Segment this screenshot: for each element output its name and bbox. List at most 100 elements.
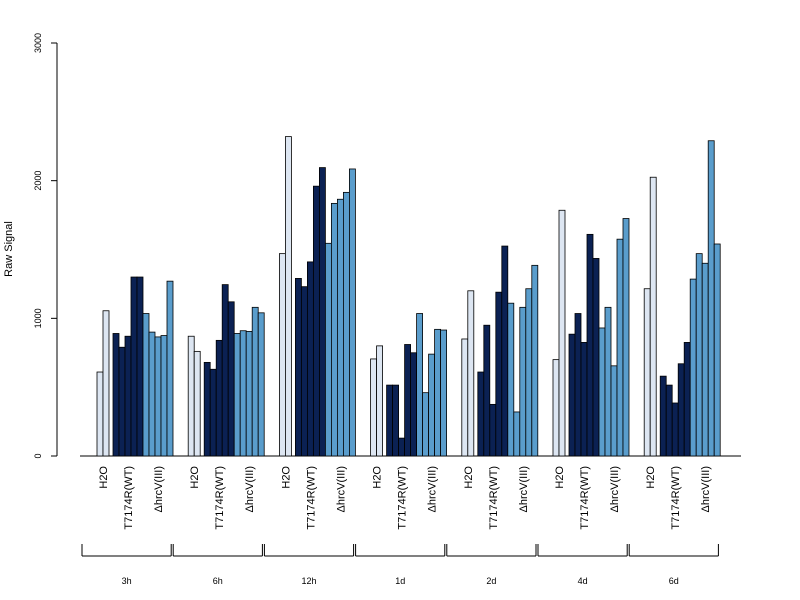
- bar: [671, 402, 679, 457]
- bar: [233, 333, 241, 457]
- bar: [221, 284, 229, 457]
- bar: [404, 344, 412, 457]
- time-label: 3h: [122, 576, 132, 586]
- bar: [118, 346, 126, 457]
- treatment-label: ΔhrcV(III): [244, 466, 256, 512]
- bar: [461, 338, 469, 457]
- bar: [489, 403, 497, 457]
- treatment-label: T7174R(WT): [214, 466, 226, 530]
- bar: [318, 167, 326, 457]
- bar: [501, 245, 509, 457]
- time-label: 2d: [486, 576, 496, 586]
- bar: [300, 286, 308, 457]
- bar: [376, 345, 384, 457]
- treatment-label: ΔhrcV(III): [609, 466, 621, 512]
- treatment-label: T7174R(WT): [123, 466, 135, 530]
- time-label: 12h: [301, 576, 316, 586]
- bar: [604, 306, 612, 457]
- bar: [193, 350, 201, 457]
- y-axis-title: Raw Signal: [3, 221, 15, 277]
- bar: [467, 290, 475, 457]
- treatment-label: H2O: [189, 466, 201, 489]
- treatment-label: H2O: [645, 466, 657, 489]
- bar: [410, 352, 418, 457]
- time-label: 6h: [213, 576, 223, 586]
- bar: [96, 371, 104, 457]
- category-labels: H2O T7174R(WT) ΔhrcV(III) H2O T7174R(WT) Δhrc…: [98, 466, 712, 530]
- treatment-label: H2O: [554, 466, 566, 489]
- bar: [203, 361, 211, 457]
- treatment-label: H2O: [280, 466, 292, 489]
- bar: [330, 202, 338, 457]
- bar: [689, 278, 697, 457]
- time-label: 6d: [669, 576, 679, 586]
- bar: [102, 310, 110, 457]
- bar: [136, 276, 144, 457]
- bar: [643, 288, 651, 457]
- bar: [519, 306, 527, 457]
- bar: [392, 384, 400, 457]
- bar: [251, 306, 259, 457]
- treatment-label: H2O: [372, 466, 384, 489]
- bars-layer: [96, 136, 721, 457]
- bar: [278, 253, 286, 457]
- time-brackets: 3h 6h 12h 1d 2d 4d 6d: [81, 544, 719, 586]
- y-tick-label: 2000: [33, 171, 43, 191]
- bar: [440, 329, 448, 457]
- bar: [422, 392, 430, 457]
- treatment-label: T7174R(WT): [579, 466, 591, 530]
- bar: [324, 242, 332, 457]
- bar: [713, 243, 721, 457]
- bar: [513, 411, 521, 457]
- bar: [257, 312, 265, 457]
- bar: [209, 368, 217, 457]
- bar: [124, 335, 132, 457]
- bar: [483, 324, 491, 457]
- bar: [616, 238, 624, 457]
- bar: [477, 371, 485, 457]
- bar: [683, 342, 691, 457]
- bar: [701, 262, 709, 457]
- bar: [215, 339, 223, 457]
- bar: [227, 301, 235, 457]
- bar: [112, 333, 120, 457]
- bar: [284, 136, 292, 457]
- treatment-label: ΔhrcV(III): [153, 466, 165, 512]
- bar: [348, 168, 356, 457]
- bar: [495, 291, 503, 457]
- treatment-label: ΔhrcV(III): [427, 466, 439, 512]
- bar: [558, 209, 566, 457]
- bar: [659, 375, 667, 457]
- bar: [598, 327, 606, 457]
- bar: [695, 253, 703, 457]
- treatment-label: T7174R(WT): [305, 466, 317, 530]
- bar: [665, 384, 673, 457]
- time-label: 4d: [578, 576, 588, 586]
- bar: [507, 302, 515, 457]
- bar: [552, 359, 560, 457]
- treatment-label: H2O: [463, 466, 475, 489]
- bar: [148, 331, 156, 457]
- bar: [649, 176, 657, 457]
- treatment-label: ΔhrcV(III): [700, 466, 712, 512]
- bar: [312, 185, 320, 457]
- bar: [130, 276, 138, 457]
- bar: [622, 218, 630, 457]
- bar: [342, 191, 350, 457]
- bar: [428, 353, 436, 457]
- bar: [580, 342, 588, 457]
- y-axis: 0 1000 2000 3000: [33, 33, 58, 459]
- bar: [525, 288, 533, 457]
- y-tick-label: 3000: [33, 33, 43, 53]
- bar: [586, 233, 594, 457]
- bar: [531, 264, 539, 457]
- bar: [398, 437, 406, 457]
- bar: [386, 384, 394, 457]
- bar: [707, 140, 715, 457]
- bar: [574, 313, 582, 457]
- bar: [142, 313, 150, 457]
- bar: [160, 335, 168, 457]
- treatment-label: T7174R(WT): [488, 466, 500, 530]
- bar: [187, 335, 195, 457]
